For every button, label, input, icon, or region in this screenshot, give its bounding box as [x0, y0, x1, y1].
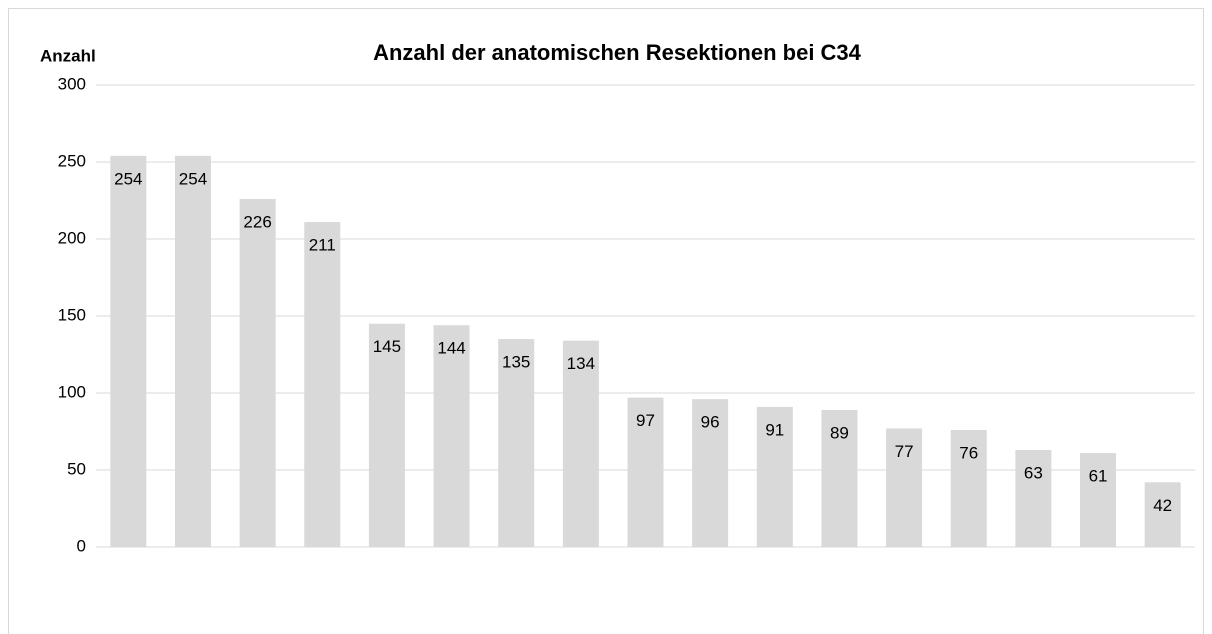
data-label: 77 [895, 442, 914, 461]
bar [886, 428, 923, 547]
bar [368, 323, 405, 547]
bar [239, 198, 276, 547]
bar [821, 409, 858, 547]
bar [433, 325, 470, 547]
y-tick-label: 100 [58, 382, 86, 401]
data-label: 135 [502, 353, 530, 372]
y-tick-label: 300 [58, 74, 86, 93]
bar [498, 339, 535, 547]
bar [756, 406, 793, 547]
data-label: 144 [437, 339, 465, 358]
data-label: 226 [243, 212, 271, 231]
data-label: 134 [567, 354, 595, 373]
bar [950, 429, 987, 547]
bar [1080, 453, 1117, 547]
data-label: 211 [309, 236, 336, 255]
data-label: 42 [1153, 496, 1172, 515]
y-tick-label: 50 [67, 459, 86, 478]
data-label: 76 [959, 443, 978, 462]
y-tick-label: 0 [77, 536, 86, 555]
y-axis-label: Anzahl [40, 46, 96, 65]
bar [304, 222, 341, 547]
y-tick-label: 150 [58, 305, 86, 324]
bar [1144, 482, 1181, 547]
data-label: 254 [179, 169, 207, 188]
data-label: 145 [373, 337, 401, 356]
bar [174, 155, 211, 547]
data-label: 91 [765, 420, 784, 439]
chart-title: Anzahl der anatomischen Resektionen bei … [373, 40, 862, 65]
bar [627, 397, 664, 547]
bar [692, 399, 729, 547]
data-label: 254 [114, 169, 142, 188]
data-label: 63 [1024, 463, 1043, 482]
y-tick-label: 200 [58, 228, 86, 247]
data-label: 97 [636, 411, 655, 430]
data-label: 61 [1089, 467, 1108, 486]
bar [562, 340, 599, 547]
data-label: 89 [830, 423, 849, 442]
bar [110, 155, 147, 547]
y-tick-label: 250 [58, 151, 86, 170]
bar [1015, 449, 1052, 547]
data-label: 96 [701, 413, 720, 432]
